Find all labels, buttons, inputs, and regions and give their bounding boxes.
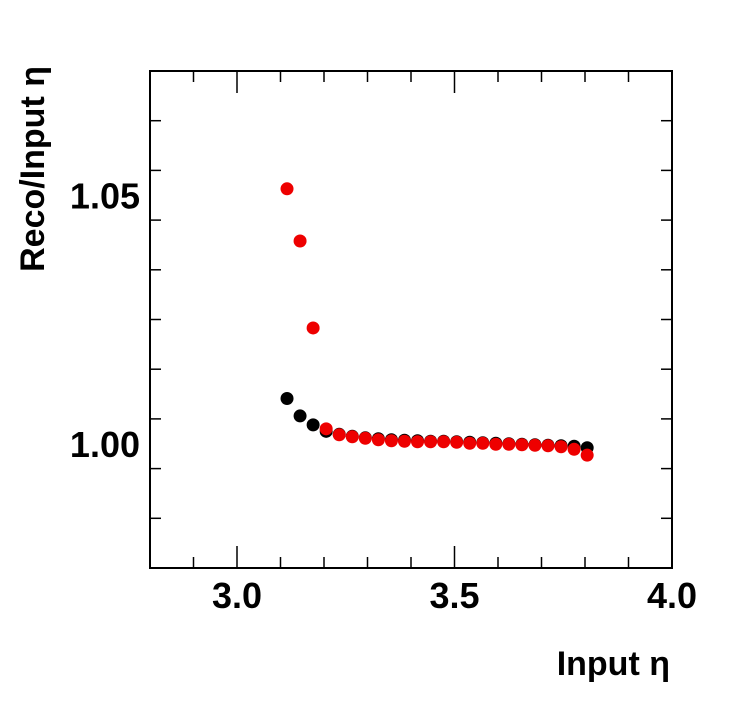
plot-frame	[149, 70, 673, 569]
data-point-red	[541, 439, 555, 453]
data-point-red	[567, 442, 581, 456]
data-point-red	[384, 434, 398, 448]
data-point-red	[358, 431, 372, 445]
data-points	[280, 182, 594, 462]
tick-labels: 3.0 3.5 4.0 1.00 1.05	[70, 175, 697, 616]
x-tick-label: 3.5	[429, 575, 479, 616]
data-point-black	[306, 418, 320, 432]
y-tick-label: 1.05	[70, 175, 140, 216]
y-tick-label: 1.00	[70, 424, 140, 465]
data-point-red	[437, 435, 451, 449]
data-point-red	[502, 437, 516, 451]
data-point-red	[397, 434, 411, 448]
data-point-red	[424, 435, 438, 449]
x-tick-label: 4.0	[647, 575, 697, 616]
data-point-red	[345, 430, 359, 444]
data-point-red	[306, 321, 320, 335]
data-point-red	[554, 440, 568, 454]
data-point-black	[280, 392, 294, 406]
x-tick-label: 3.0	[212, 575, 262, 616]
data-point-red	[293, 234, 307, 248]
data-point-red	[411, 435, 425, 449]
y-axis-title: Reco/Input η	[14, 66, 52, 272]
data-point-red	[528, 438, 542, 452]
data-point-red	[489, 437, 503, 451]
data-point-red	[371, 433, 385, 447]
data-point-red	[476, 436, 490, 450]
data-point-red	[280, 182, 294, 196]
data-point-red	[450, 435, 464, 449]
x-axis-title: Input η	[557, 645, 670, 683]
data-point-red	[319, 422, 333, 436]
data-point-black	[293, 409, 307, 423]
data-point-red	[463, 436, 477, 450]
data-point-red	[580, 448, 594, 462]
data-point-red	[515, 438, 529, 452]
data-point-red	[332, 428, 346, 442]
axis-ticks	[149, 70, 673, 569]
